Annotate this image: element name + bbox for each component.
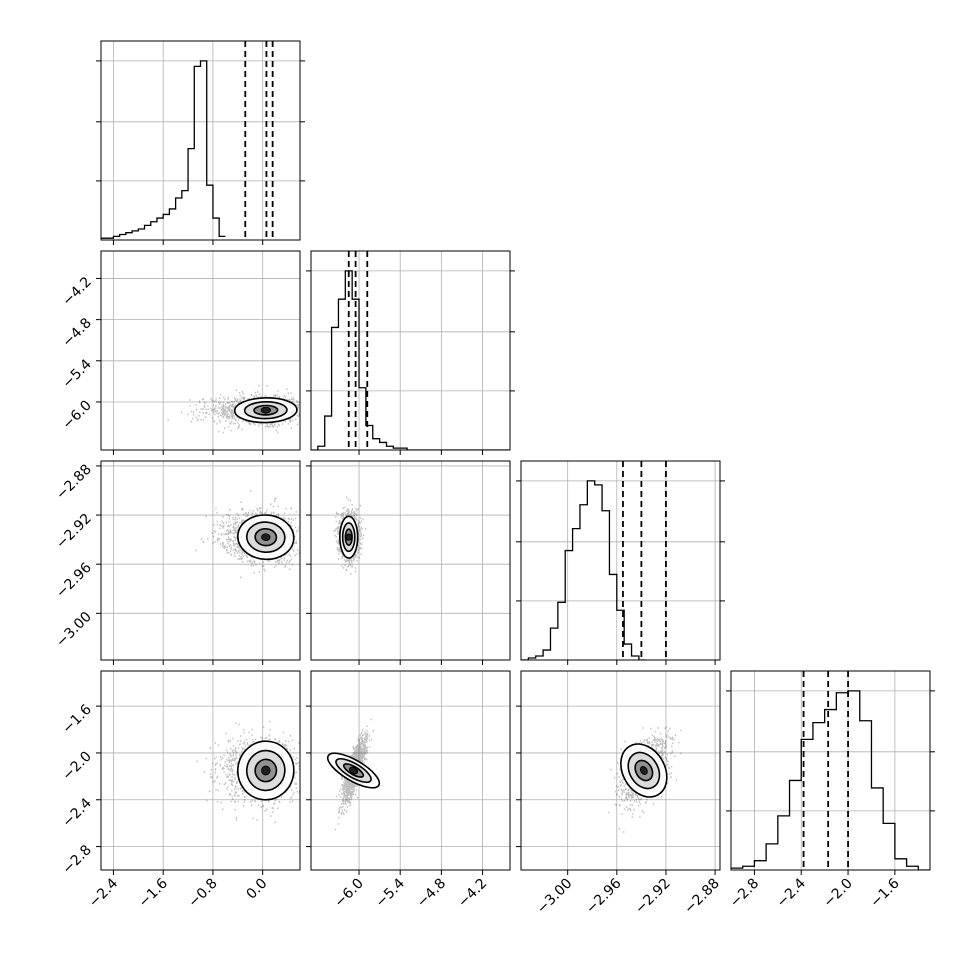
y-tick-label: −4.2 <box>59 274 94 309</box>
y-tick-label: −2.92 <box>53 511 95 553</box>
x-tick-label: −2.88 <box>681 876 723 918</box>
y-tick-label: −2.4 <box>59 795 94 830</box>
panel-2-2 <box>516 460 725 665</box>
panel-frame <box>310 670 511 871</box>
panel-3-1 <box>306 670 511 875</box>
x-tick-label: −2.92 <box>632 876 674 918</box>
x-tick-label: −2.4 <box>774 875 809 910</box>
panel-frame <box>100 40 301 241</box>
panel-content <box>101 461 300 660</box>
panel-content <box>101 41 300 240</box>
x-tick-label: −1.6 <box>867 875 902 910</box>
histogram-3 <box>731 690 930 870</box>
panel-frame <box>730 670 931 871</box>
panel-frame <box>100 670 301 871</box>
panel-frame <box>520 670 721 871</box>
contour-level-3 <box>345 533 353 541</box>
panel-2-0 <box>96 460 301 665</box>
contour-level-3 <box>348 766 359 775</box>
contour-level-3 <box>261 533 271 541</box>
panel-content <box>101 671 300 870</box>
x-tick-label: 0.0 <box>243 876 270 903</box>
panel-content <box>311 461 510 660</box>
panel-1-0 <box>96 250 301 455</box>
panel-content <box>101 251 300 450</box>
contour-level-3 <box>260 406 271 414</box>
panel-frame <box>310 460 511 661</box>
x-tick-label: −3.00 <box>534 876 576 918</box>
y-tick-label: −3.00 <box>53 609 95 651</box>
panel-3-0 <box>96 670 301 875</box>
y-tick-label: −2.8 <box>59 842 94 877</box>
panel-1-1 <box>306 250 515 455</box>
x-tick-label: −2.8 <box>727 876 762 911</box>
panel-0-0 <box>96 40 305 245</box>
panel-frame <box>310 250 511 451</box>
x-tick-label: −4.8 <box>414 876 449 911</box>
x-tick-label: −6.0 <box>332 876 367 911</box>
contour-level-3 <box>261 765 271 776</box>
panel-content <box>521 671 720 870</box>
y-tick-label: −2.96 <box>53 560 95 602</box>
x-tick-label: −4.2 <box>455 876 490 911</box>
x-tick-label: −0.8 <box>185 876 220 911</box>
x-tick-label: −1.6 <box>136 875 171 910</box>
y-tick-label: −1.6 <box>59 702 94 737</box>
y-tick-label: −4.8 <box>59 315 94 350</box>
panel-content <box>311 251 510 450</box>
contour-level-3 <box>639 766 648 775</box>
histogram-2 <box>521 480 647 660</box>
panel-content <box>521 461 720 660</box>
x-tick-label: −5.4 <box>373 875 408 910</box>
x-tick-label: −2.0 <box>821 876 856 911</box>
panel-frame <box>100 250 301 451</box>
y-tick-label: −5.4 <box>59 356 94 391</box>
y-tick-label: −6.0 <box>59 397 94 432</box>
panel-3-2 <box>516 670 721 875</box>
panel-2-1 <box>306 460 511 665</box>
panel-3-3 <box>726 670 935 875</box>
x-tick-label: −2.96 <box>583 875 625 917</box>
panel-content <box>731 671 930 870</box>
histogram-1 <box>311 270 510 450</box>
panel-frame <box>520 460 721 661</box>
histogram-0 <box>101 60 226 239</box>
y-tick-label: −2.88 <box>53 461 95 503</box>
y-tick-label: −2.0 <box>59 748 94 783</box>
panel-frame <box>100 460 301 661</box>
panel-content <box>311 671 510 870</box>
x-tick-label: −2.4 <box>86 875 121 910</box>
